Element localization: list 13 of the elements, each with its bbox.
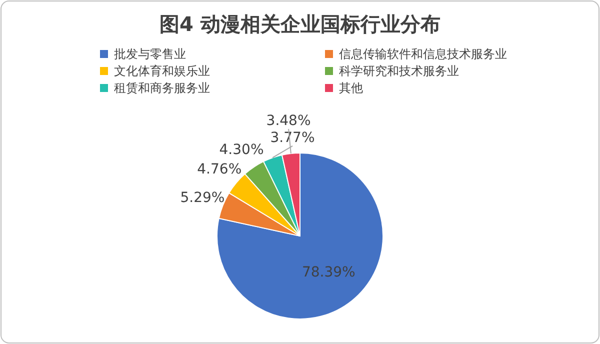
chart-title: 图4 动漫相关企业国标行业分布 (160, 12, 440, 36)
data-label: 5.29% (180, 190, 225, 206)
legend-label: 文化体育和娱乐业 (114, 64, 210, 78)
data-label: 78.39% (302, 264, 356, 281)
legend-label: 批发与零售业 (114, 47, 186, 61)
data-label: 4.76% (197, 162, 242, 178)
legend-label: 其他 (339, 81, 363, 95)
data-label: 3.48% (266, 112, 311, 129)
data-label: 4.30% (219, 142, 264, 158)
legend-label: 科学研究和技术服务业 (339, 64, 459, 78)
legend-label: 租赁和商务服务业 (114, 81, 210, 95)
data-label: 3.77% (270, 130, 315, 146)
legend-label: 信息传输软件和信息技术服务业 (339, 47, 507, 61)
